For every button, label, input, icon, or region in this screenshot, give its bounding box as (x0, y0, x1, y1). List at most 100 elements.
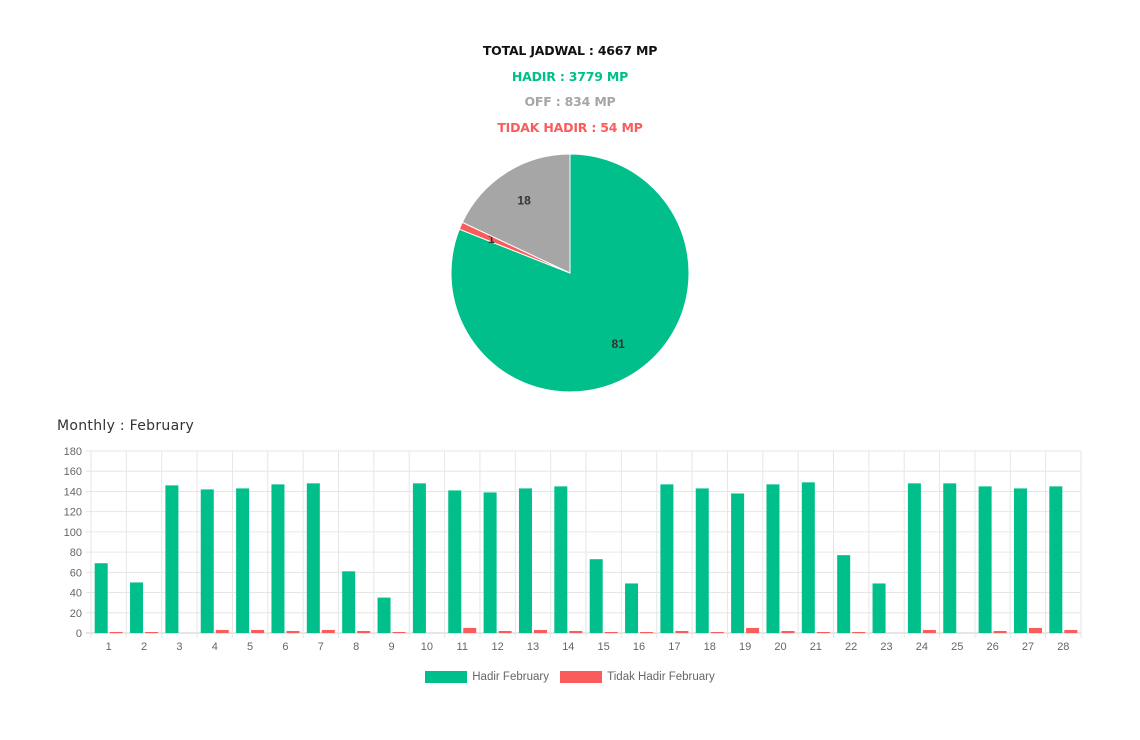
x-tick-label: 8 (353, 641, 359, 653)
x-tick-label: 10 (421, 641, 433, 653)
bar-hadir[interactable] (943, 483, 957, 633)
pie-data-label: 81 (611, 337, 625, 351)
legend-swatch-hadir (425, 671, 468, 683)
x-tick-label: 12 (491, 641, 503, 653)
legend-label-tidak-hadir: Tidak Hadir February (607, 671, 715, 683)
bar-tidak-hadir[interactable] (321, 629, 335, 633)
bar-tidak-hadir[interactable] (1028, 627, 1042, 633)
bar-tidak-hadir[interactable] (816, 631, 830, 633)
bar-hadir[interactable] (731, 493, 745, 633)
bar-tidak-hadir[interactable] (357, 630, 371, 633)
x-tick-label: 3 (176, 641, 182, 653)
x-tick-label: 20 (774, 641, 786, 653)
x-tick-label: 25 (951, 641, 963, 653)
bar-hadir[interactable] (448, 490, 462, 633)
bar-hadir[interactable] (130, 582, 144, 633)
bar-tidak-hadir[interactable] (392, 631, 406, 633)
bar-hadir[interactable] (483, 492, 497, 633)
bar-hadir[interactable] (554, 486, 568, 633)
bar-hadir[interactable] (518, 488, 532, 633)
legend-item-hadir[interactable]: Hadir February (425, 671, 549, 683)
bar-hadir[interactable] (94, 563, 108, 633)
summary-total: TOTAL JADWAL : 4667 MP (482, 43, 658, 58)
legend-label-hadir: Hadir February (472, 671, 549, 683)
bar-hadir[interactable] (625, 583, 639, 633)
bar-hadir[interactable] (837, 555, 851, 633)
summary-off: OFF : 834 MP (524, 94, 616, 109)
bar-hadir[interactable] (165, 485, 179, 633)
bar-hadir[interactable] (872, 583, 886, 633)
bar-hadir[interactable] (306, 483, 320, 633)
x-tick-label: 7 (318, 641, 324, 653)
bar-hadir[interactable] (271, 484, 285, 633)
x-tick-label: 19 (739, 641, 751, 653)
y-tick-label: 120 (64, 507, 82, 519)
bar-tidak-hadir[interactable] (640, 631, 654, 633)
bar-tidak-hadir[interactable] (215, 629, 229, 633)
pie-slice-off[interactable] (461, 153, 571, 274)
legend-item-tidak-hadir[interactable]: Tidak Hadir February (560, 671, 715, 683)
bar-tidak-hadir[interactable] (852, 631, 866, 633)
x-tick-label: 22 (845, 641, 857, 653)
x-tick-label: 2 (141, 641, 147, 653)
legend-swatch-tidak-hadir (560, 671, 603, 683)
x-tick-label: 15 (598, 641, 610, 653)
y-tick-label: 180 (64, 446, 82, 458)
bar-tidak-hadir[interactable] (675, 630, 689, 633)
pie-data-label: 18 (517, 194, 531, 208)
bar-tidak-hadir[interactable] (463, 627, 477, 633)
bar-hadir[interactable] (377, 597, 391, 633)
pie-slice-hadir[interactable] (450, 153, 690, 393)
bar-hadir[interactable] (1013, 488, 1027, 633)
bar-tidak-hadir[interactable] (710, 631, 724, 633)
pie-data-label: 1 (488, 232, 495, 246)
attendance-summary: TOTAL JADWAL : 4667 MP HADIR : 3779 MP O… (0, 42, 1140, 144)
bar-hadir[interactable] (766, 484, 780, 633)
bar-hadir[interactable] (342, 571, 356, 633)
bar-tidak-hadir[interactable] (922, 629, 936, 633)
bar-tidak-hadir[interactable] (145, 631, 159, 633)
x-tick-label: 24 (916, 641, 928, 653)
y-tick-label: 20 (70, 608, 82, 620)
bar-hadir[interactable] (695, 488, 709, 633)
bar-tidak-hadir[interactable] (569, 630, 583, 633)
x-tick-label: 18 (704, 641, 716, 653)
x-tick-label: 21 (810, 641, 822, 653)
bar-hadir[interactable] (589, 559, 603, 633)
x-tick-label: 4 (212, 641, 218, 653)
bar-tidak-hadir[interactable] (993, 630, 1007, 633)
bar-hadir[interactable] (801, 482, 815, 633)
bar-hadir[interactable] (236, 488, 250, 633)
bar-hadir[interactable] (412, 483, 426, 633)
bar-hadir[interactable] (660, 484, 674, 633)
x-tick-label: 14 (562, 641, 574, 653)
x-tick-label: 13 (527, 641, 539, 653)
bar-tidak-hadir[interactable] (251, 629, 265, 633)
attendance-pie-chart: 81 1 18 (450, 153, 690, 393)
y-tick-label: 0 (76, 628, 82, 640)
bar-hadir[interactable] (1049, 486, 1063, 633)
bar-tidak-hadir[interactable] (533, 629, 547, 633)
bar-tidak-hadir[interactable] (498, 630, 512, 633)
summary-hadir: HADIR : 3779 MP (511, 68, 629, 84)
x-tick-label: 26 (986, 641, 998, 653)
bar-tidak-hadir[interactable] (781, 630, 795, 633)
y-tick-label: 100 (64, 527, 82, 539)
bar-hadir[interactable] (200, 489, 214, 633)
x-tick-label: 5 (247, 641, 253, 653)
x-tick-label: 17 (668, 641, 680, 653)
bar-hadir[interactable] (978, 486, 992, 633)
y-tick-label: 140 (64, 486, 82, 498)
bar-tidak-hadir[interactable] (109, 631, 123, 633)
x-tick-label: 11 (457, 641, 468, 653)
bar-tidak-hadir[interactable] (604, 631, 618, 633)
x-tick-label: 27 (1022, 641, 1034, 653)
bar-tidak-hadir[interactable] (1064, 629, 1078, 633)
bar-hadir[interactable] (907, 483, 921, 633)
bar-tidak-hadir[interactable] (746, 627, 760, 633)
x-tick-label: 16 (633, 641, 645, 653)
bar-tidak-hadir[interactable] (286, 630, 300, 633)
monthly-chart-title: Monthly : February (57, 418, 195, 434)
summary-tidak-hadir: TIDAK HADIR : 54 MP (497, 119, 643, 135)
